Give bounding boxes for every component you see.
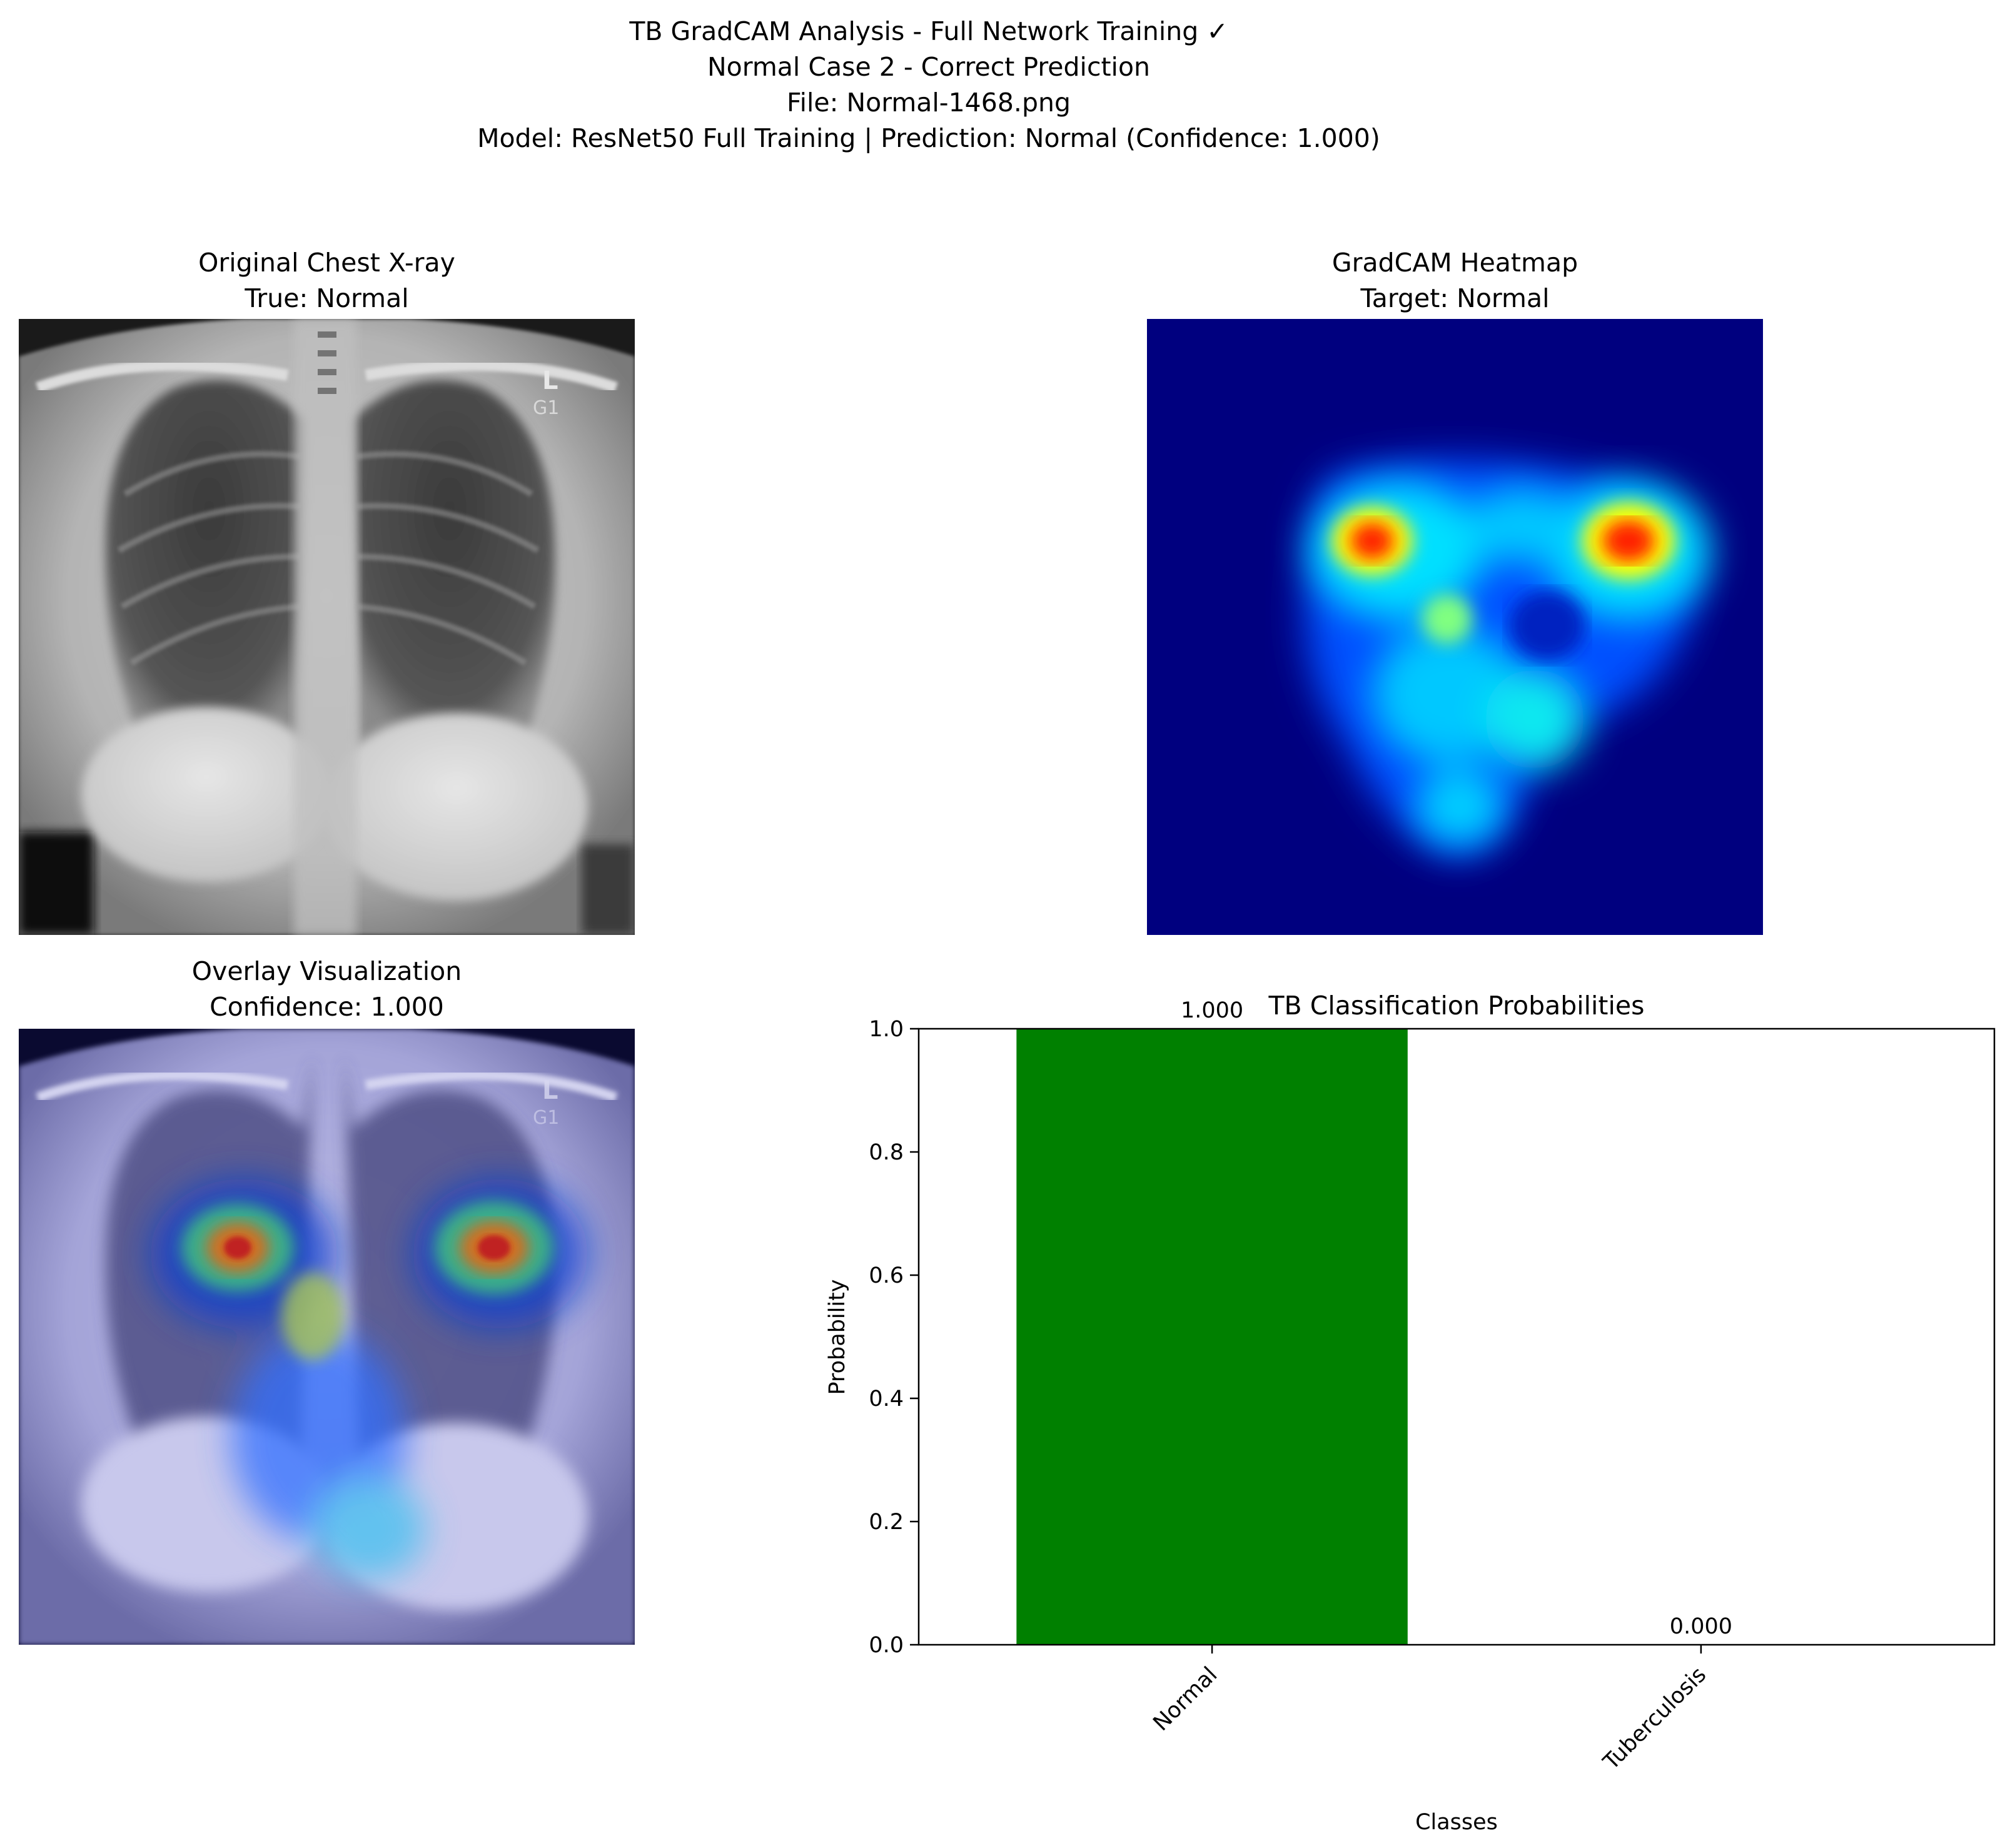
x-tick-label-tuberculosis: Tuberculosis (1598, 1662, 1712, 1775)
plot-frame (917, 1028, 1996, 1646)
overlay-subtitle: Confidence: 1.000 (210, 992, 444, 1022)
original-xray-title: Original Chest X-ray True: Normal (19, 245, 635, 316)
figure-title: TB GradCAM Analysis - Full Network Train… (0, 14, 1857, 156)
heatmap-title-line: GradCAM Heatmap (1331, 248, 1578, 278)
overlay-marker-letter: L (542, 1076, 558, 1105)
heatmap-subtitle: Target: Normal (1360, 283, 1550, 313)
original-xray-subtitle: True: Normal (245, 283, 409, 313)
overlay-marker-code: G1 (533, 1107, 559, 1129)
y-axis-label: Probability (825, 1279, 850, 1395)
y-tick-label: 0.2 (869, 1510, 904, 1535)
heatmap-title: GradCAM Heatmap Target: Normal (1147, 245, 1763, 316)
bar-normal (1016, 1029, 1408, 1645)
bar-chart-title: TB Classification Probabilities (1268, 991, 1645, 1021)
figure-title-line-2: Normal Case 2 - Correct Prediction (707, 52, 1151, 82)
x-tick-label-normal: Normal (1149, 1662, 1223, 1736)
xray-marker-letter: L (542, 366, 558, 395)
y-tick-label: 0.0 (869, 1633, 904, 1658)
y-tick-label: 0.4 (869, 1386, 904, 1411)
figure-title-line-3: File: Normal-1468.png (786, 88, 1071, 118)
overlay-title-line: Overlay Visualization (191, 956, 462, 986)
overlay-title: Overlay Visualization Confidence: 1.000 (19, 954, 635, 1025)
y-tick-label: 0.8 (869, 1140, 904, 1165)
bar-value-label-tuberculosis: 0.000 (1670, 1614, 1732, 1639)
bars-layer: 1.000 0.000 (1016, 998, 1732, 1645)
figure-title-line-1: TB GradCAM Analysis - Full Network Train… (629, 16, 1228, 46)
y-axis: 0.0 0.2 0.4 0.6 0.8 1.0 (869, 1017, 919, 1658)
original-xray-title-line: Original Chest X-ray (198, 248, 455, 278)
x-axis-label: Classes (1415, 1810, 1498, 1835)
xray-marker-code: G1 (533, 397, 559, 419)
x-axis: Normal Tuberculosis (1149, 1645, 1712, 1775)
y-tick-label: 0.6 (869, 1263, 904, 1288)
y-tick-label: 1.0 (869, 1017, 904, 1042)
original-xray-image: L G1 (19, 319, 635, 935)
gradcam-heatmap-image (1147, 319, 1763, 935)
figure-title-line-4: Model: ResNet50 Full Training | Predicti… (477, 123, 1380, 153)
overlay-image: L G1 (19, 1029, 635, 1645)
bar-value-label-normal: 1.000 (1181, 998, 1243, 1023)
